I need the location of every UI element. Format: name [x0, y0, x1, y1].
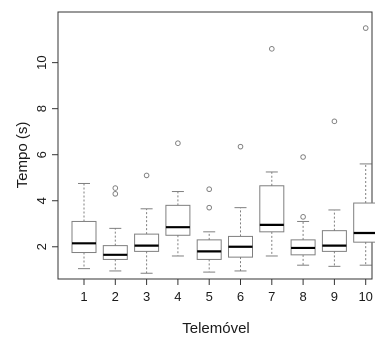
outlier-point [112, 185, 119, 191]
x-tick-label: 6 [237, 289, 244, 304]
outlier-point [143, 172, 150, 179]
x-axis-label: Telemóvel [182, 320, 250, 337]
x-tick-label: 5 [206, 289, 213, 304]
outlier-point [331, 118, 338, 125]
x-tick-label: 9 [331, 289, 338, 304]
box [71, 220, 97, 254]
x-tick-label: 4 [174, 289, 181, 304]
x-tick-label: 7 [268, 289, 275, 304]
box [353, 202, 375, 243]
y-tick-label: 10 [34, 55, 49, 69]
outlier-point [269, 46, 275, 52]
outlier-point [206, 186, 212, 193]
y-axis-label: Tempo (s) [14, 122, 31, 189]
outlier-point [206, 204, 212, 211]
x-tick-label: 1 [80, 289, 87, 304]
x-tick-label: 2 [112, 289, 119, 304]
box-group [71, 25, 375, 274]
outlier-point [175, 140, 181, 146]
box [321, 230, 347, 252]
x-tick-label: 10 [358, 289, 372, 304]
box [196, 239, 222, 260]
outlier-point [362, 25, 369, 31]
outlier-point [237, 143, 244, 150]
box [134, 233, 160, 252]
x-axis: 1 2 3 4 5 6 7 8 9 10 [80, 279, 373, 304]
y-tick-label: 8 [34, 105, 49, 112]
outlier-point [112, 191, 119, 197]
y-tick-label: 2 [34, 243, 49, 250]
y-axis: 2 4 6 8 10 [34, 55, 58, 250]
box [102, 245, 128, 260]
outlier-point [300, 214, 306, 220]
x-tick-label: 8 [299, 289, 306, 304]
plot-frame [57, 11, 373, 280]
outlier-point [300, 154, 306, 160]
x-tick-label: 3 [143, 289, 150, 304]
y-tick-label: 6 [34, 151, 49, 158]
y-tick-label: 4 [34, 197, 49, 204]
box [165, 204, 191, 236]
